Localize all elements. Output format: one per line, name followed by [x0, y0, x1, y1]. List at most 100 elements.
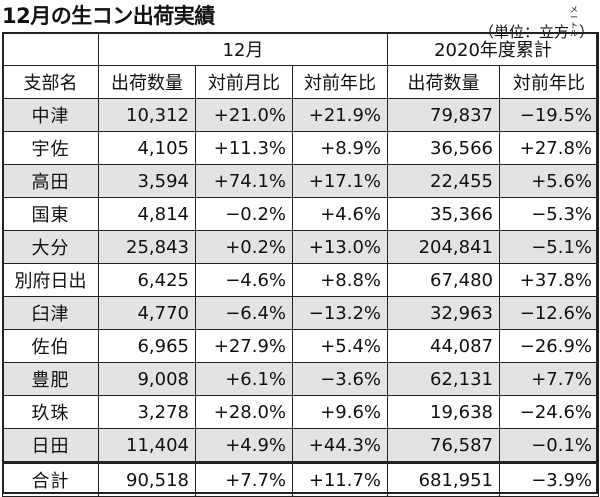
branch-name: 臼津 — [2, 296, 99, 330]
month-prev-year: +5.4% — [292, 329, 388, 363]
year-volume: 19,638 — [387, 395, 500, 429]
header-month-volume: 出荷数量 — [98, 65, 196, 99]
month-prev-month: +28.0% — [195, 395, 293, 429]
month-prev-month: +4.9% — [195, 428, 293, 463]
column-header-row: 支部名 出荷数量 対前月比 対前年比 出荷数量 対前年比 — [2, 65, 599, 99]
month-prev-month: +27.9% — [195, 329, 293, 363]
month-prev-year: +4.6% — [292, 197, 388, 231]
month-volume: 25,843 — [98, 230, 196, 264]
year-volume: 44,087 — [387, 329, 500, 363]
month-volume: 4,105 — [98, 131, 196, 165]
header-month-prev-year: 対前年比 — [292, 65, 388, 99]
year-prev-year: −0.1% — [499, 428, 599, 463]
header-corner — [2, 32, 99, 66]
year-volume: 204,841 — [387, 230, 500, 264]
year-prev-year: +7.7% — [499, 362, 599, 396]
table-row: 日田 11,404 +4.9% +44.3% 76,587 −0.1% — [2, 428, 599, 463]
year-prev-year: +37.8% — [499, 263, 599, 297]
shipment-table: 12月 2020年度累計 支部名 出荷数量 対前月比 対前年比 出荷数量 対前年… — [2, 32, 599, 497]
year-volume: 67,480 — [387, 263, 500, 297]
total-year-prev-year: −3.9% — [499, 461, 599, 497]
year-prev-year: −5.3% — [499, 197, 599, 231]
year-volume: 79,837 — [387, 98, 500, 132]
month-prev-year: +8.9% — [292, 131, 388, 165]
month-prev-year: +13.0% — [292, 230, 388, 264]
table-row: 佐伯 6,965 +27.9% +5.4% 44,087 −26.9% — [2, 329, 599, 363]
table-row: 臼津 4,770 −6.4% −13.2% 32,963 −12.6% — [2, 296, 599, 330]
branch-name: 国東 — [2, 197, 99, 231]
year-volume: 62,131 — [387, 362, 500, 396]
year-volume: 36,566 — [387, 131, 500, 165]
branch-name: 高田 — [2, 164, 99, 198]
month-prev-month: +74.1% — [195, 164, 293, 198]
branch-name: 別府日出 — [2, 263, 99, 297]
header-month-prev-month: 対前月比 — [195, 65, 293, 99]
year-volume: 32,963 — [387, 296, 500, 330]
month-prev-month: −0.2% — [195, 197, 293, 231]
month-prev-month: +0.2% — [195, 230, 293, 264]
month-prev-month: −4.6% — [195, 263, 293, 297]
total-year-volume: 681,951 — [387, 461, 500, 497]
branch-name: 中津 — [2, 98, 99, 132]
year-prev-year: −26.9% — [499, 329, 599, 363]
year-prev-year: −12.6% — [499, 296, 599, 330]
month-prev-year: +21.9% — [292, 98, 388, 132]
branch-name: 宇佐 — [2, 131, 99, 165]
total-month-prev-month: +7.7% — [195, 461, 293, 497]
month-volume: 6,965 — [98, 329, 196, 363]
total-label: 合計 — [2, 461, 99, 497]
table-row: 別府日出 6,425 −4.6% +8.8% 67,480 +37.8% — [2, 263, 599, 297]
total-month-prev-year: +11.7% — [292, 461, 388, 497]
branch-name: 日田 — [2, 428, 99, 463]
table-row: 豊肥 9,008 +6.1% −3.6% 62,131 +7.7% — [2, 362, 599, 396]
table-body: 中津 10,312 +21.0% +21.9% 79,837 −19.5% 宇佐… — [2, 98, 599, 497]
month-volume: 4,814 — [98, 197, 196, 231]
month-volume: 10,312 — [98, 98, 196, 132]
month-prev-year: −3.6% — [292, 362, 388, 396]
month-volume: 4,770 — [98, 296, 196, 330]
month-volume: 3,278 — [98, 395, 196, 429]
table-row: 中津 10,312 +21.0% +21.9% 79,837 −19.5% — [2, 98, 599, 132]
group-header-row: 12月 2020年度累計 — [2, 32, 599, 66]
header-year-volume: 出荷数量 — [387, 65, 500, 99]
header-year-prev-year: 対前年比 — [499, 65, 599, 99]
table-row: 宇佐 4,105 +11.3% +8.9% 36,566 +27.8% — [2, 131, 599, 165]
month-prev-month: +11.3% — [195, 131, 293, 165]
unit-note: （単位：立方メートル） — [479, 6, 594, 42]
month-prev-month: +21.0% — [195, 98, 293, 132]
branch-name: 豊肥 — [2, 362, 99, 396]
month-prev-year: +8.8% — [292, 263, 388, 297]
month-volume: 3,594 — [98, 164, 196, 198]
page-title: 12月の生コン出荷実績 — [2, 4, 215, 28]
year-prev-year: −24.6% — [499, 395, 599, 429]
header-group-year: 2020年度累計 — [387, 32, 599, 66]
month-prev-year: +17.1% — [292, 164, 388, 198]
table-row: 大分 25,843 +0.2% +13.0% 204,841 −5.1% — [2, 230, 599, 264]
table-row: 国東 4,814 −0.2% +4.6% 35,366 −5.3% — [2, 197, 599, 231]
year-prev-year: −19.5% — [499, 98, 599, 132]
year-prev-year: −5.1% — [499, 230, 599, 264]
total-row: 合計 90,518 +7.7% +11.7% 681,951 −3.9% — [2, 461, 599, 497]
branch-name: 玖珠 — [2, 395, 99, 429]
month-prev-year: −13.2% — [292, 296, 388, 330]
table-row: 高田 3,594 +74.1% +17.1% 22,455 +5.6% — [2, 164, 599, 198]
total-month-volume: 90,518 — [98, 461, 196, 497]
month-prev-month: +6.1% — [195, 362, 293, 396]
year-prev-year: +5.6% — [499, 164, 599, 198]
header-group-month: 12月 — [98, 32, 388, 66]
month-volume: 11,404 — [98, 428, 196, 463]
year-prev-year: +27.8% — [499, 131, 599, 165]
month-prev-month: −6.4% — [195, 296, 293, 330]
branch-name: 大分 — [2, 230, 99, 264]
year-volume: 35,366 — [387, 197, 500, 231]
year-volume: 22,455 — [387, 164, 500, 198]
table-row: 玖珠 3,278 +28.0% +9.6% 19,638 −24.6% — [2, 395, 599, 429]
month-prev-year: +44.3% — [292, 428, 388, 463]
branch-name: 佐伯 — [2, 329, 99, 363]
header-branch: 支部名 — [2, 65, 99, 99]
month-volume: 9,008 — [98, 362, 196, 396]
month-prev-year: +9.6% — [292, 395, 388, 429]
month-volume: 6,425 — [98, 263, 196, 297]
year-volume: 76,587 — [387, 428, 500, 463]
